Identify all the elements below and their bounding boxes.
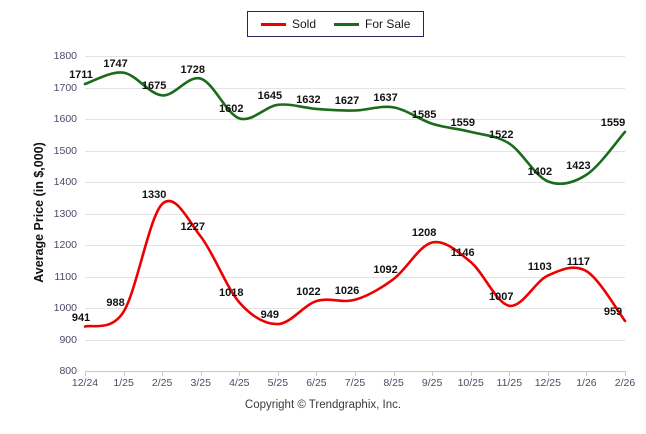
gridline: [85, 339, 625, 341]
x-tick-label: 1/26: [576, 377, 597, 389]
gridline: [85, 56, 625, 57]
plot-area: 800 900 1000 1100 1200 1300 1400 1500 1600 1700 18…: [54, 50, 627, 377]
x-tick-mark: [355, 371, 356, 376]
y-tick-label: 1500: [53, 144, 77, 157]
gridline: [85, 276, 625, 278]
legend-label-for-sale: For Sale: [365, 17, 411, 31]
y-tick-label: 1600: [53, 113, 77, 125]
x-tick-label: 10/25: [457, 377, 484, 389]
x-tick-label: 1/25: [113, 377, 134, 389]
x-tick-label: 5/25: [267, 377, 289, 389]
y-tick-label: 1800: [53, 50, 77, 62]
gridline: [85, 87, 625, 89]
x-tick-mark: [393, 371, 395, 376]
y-tick-label: 1400: [53, 176, 77, 188]
x-tick-mark: [432, 371, 434, 376]
line-swatch-icon: [334, 22, 360, 26]
legend-label-sold: Sold: [292, 17, 317, 31]
x-tick-label: 4/25: [229, 377, 250, 389]
series-line-for-sale: [83, 71, 627, 186]
y-tick-label: 900: [59, 333, 77, 346]
x-tick-mark: [509, 371, 511, 376]
y-tick-label: 1300: [53, 207, 77, 220]
gridline: [85, 308, 625, 309]
x-tick-mark: [625, 371, 626, 376]
x-tick-label: 3/25: [190, 377, 211, 389]
y-axis-ticks: 800 900 1000 1100 1200 1300 1400 1500 1600 1700 18…: [54, 50, 625, 377]
x-tick-label: 8/25: [383, 377, 404, 389]
y-tick-label: 1200: [53, 239, 77, 251]
x-tick-label: 6/25: [306, 377, 327, 389]
legend-item-sold[interactable]: Sold: [261, 18, 316, 30]
y-tick-label: 1000: [53, 302, 77, 314]
x-tick-label: 12/24: [71, 377, 99, 389]
x-tick-mark: [586, 371, 588, 376]
copyright-text: Copyright © Trendgraphix, Inc.: [244, 399, 402, 411]
legend-item-for-sale[interactable]: For Sale: [334, 18, 410, 30]
x-tick-mark: [123, 371, 125, 376]
gridline: [85, 150, 625, 152]
x-tick-label: 12/25: [534, 377, 561, 389]
line-swatch-icon: [261, 22, 286, 26]
x-tick-mark: [85, 371, 86, 376]
y-tick-label: 1100: [54, 270, 77, 283]
x-tick-mark: [200, 371, 202, 376]
y-tick-label: 1700: [53, 81, 77, 94]
x-tick-label: 2/25: [151, 377, 173, 389]
x-tick-mark: [277, 371, 279, 376]
x-tick-mark: [547, 371, 549, 376]
x-tick-mark: [316, 371, 318, 376]
gridline: [85, 119, 625, 120]
x-tick-label: 11/25: [496, 377, 523, 389]
x-tick-mark: [162, 371, 164, 376]
chart-legend: Sold For Sale: [247, 11, 425, 37]
x-tick-mark: [239, 371, 241, 376]
gridline: [85, 245, 625, 246]
x-tick-mark: [470, 371, 472, 376]
y-tick-label: 800: [59, 365, 77, 377]
gridline: [85, 182, 625, 183]
x-tick-label: 7/25: [344, 377, 366, 389]
x-tick-label: 2/26: [614, 377, 636, 389]
gridline: [85, 213, 625, 215]
series-lines: [83, 71, 627, 328]
series-line-sold: [83, 199, 627, 328]
x-tick-label: 9/25: [421, 377, 443, 389]
